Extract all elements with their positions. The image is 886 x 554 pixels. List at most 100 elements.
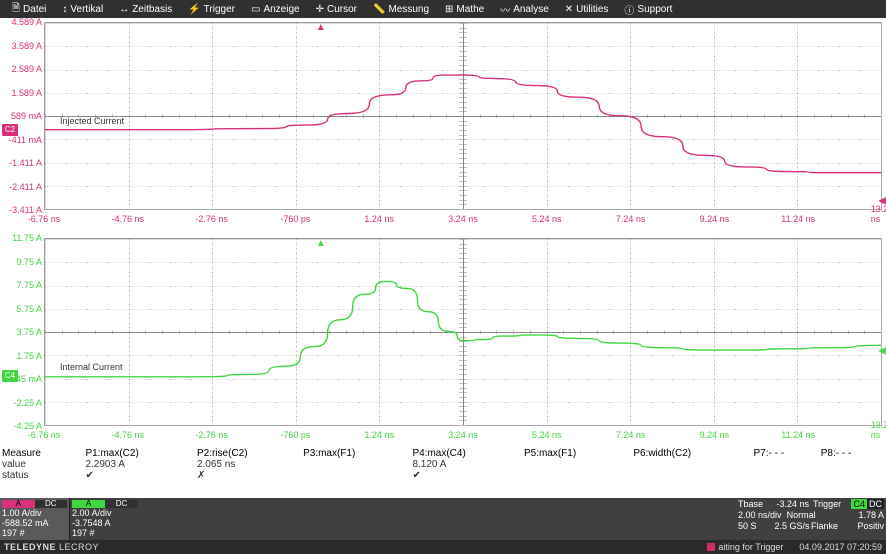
x-tick-label: 1.24 ns [364,214,394,224]
measure-col-header: P6:width(C2) [631,448,751,459]
measure-status: status [0,470,83,481]
brand-logo: TELEDYNE LECROY [4,542,99,552]
measure-table: MeasureP1:max(C2)P2:rise(C2)P3:max(F1)P4… [0,448,886,481]
menubar: 🗎Datei↕Vertikal↔Zeitbasis⚡Trigger▭Anzeig… [0,0,886,18]
channel-panel-c4[interactable]: A DC 2.00 A/div -3.7548 A 197 # [70,498,140,540]
trigger-channel-tab: C4DC [849,499,885,510]
measure-value [522,459,631,470]
x-tick-label: 11.24 ns [781,430,815,440]
x-tick-label: 9.24 ns [700,430,730,440]
menu-trigger[interactable]: ⚡Trigger [180,0,243,18]
menu-icon: ✕ [565,4,573,15]
menu-utilities[interactable]: ✕Utilities [557,0,617,18]
measure-value: 8.120 A [410,459,522,470]
y-tick-label: -2.25 A [2,398,42,408]
plot-internal-current: ▲◀11.75 A9.75 A7.75 A5.75 A3.75 A1.75 A-… [0,234,886,440]
measure-col-header: Measure [0,448,83,459]
menu-anzeige[interactable]: ▭Anzeige [243,0,308,18]
menu-vertikal[interactable]: ↕Vertikal [54,0,111,18]
plot-injected-current: ▲◀4.589 A3.589 A2.589 A1.589 A589 mA-411… [0,18,886,224]
channel-badge: C4 [2,370,18,382]
menu-icon: ↔ [119,4,129,15]
x-tick-label: 7.24 ns [616,214,646,224]
trace-line [45,23,881,209]
measure-status: ✔ [410,470,522,481]
y-tick-label: 3.589 A [2,41,42,51]
x-tick-label: 11.24 ns [781,214,815,224]
menu-icon: ▭ [251,4,260,15]
measure-col-header: P4:max(C4) [410,448,522,459]
brand-strong: TELEDYNE [4,542,56,552]
measure-value [631,459,751,470]
measure-col-header: P2:rise(C2) [195,448,301,459]
measure-value [752,459,819,470]
x-tick-label: 13.24 ns [871,420,886,440]
x-tick-label: -2.76 ns [195,430,228,440]
measure-status: ✔ [83,470,195,481]
tbase-label: Tbase [738,499,774,510]
menu-label: Analyse [513,4,549,15]
menu-label: Vertikal [70,4,103,15]
menu-zeitbasis[interactable]: ↔Zeitbasis [111,0,180,18]
measure-value: 2.2903 A [83,459,195,470]
x-tick-label: -6.76 ns [28,430,61,440]
channel-count: 197 # [72,529,138,539]
menu-icon: 📏 [373,4,385,15]
scope-area: ▲◀4.589 A3.589 A2.589 A1.589 A589 mA-411… [0,18,886,448]
x-tick-label: 5.24 ns [532,214,562,224]
y-tick-label: 589 mA [2,111,42,121]
menu-analyse[interactable]: 〰Analyse [492,0,557,18]
tbase-value: -3.24 ns [774,499,810,510]
y-tick-label: 4.589 A [2,17,42,27]
menu-label: Mathe [456,4,484,15]
trace-label: Injected Current [60,116,124,126]
measure-col-header: P8:- - - [819,448,886,459]
measure-value: 2.065 ns [195,459,301,470]
menu-label: Trigger [204,4,235,15]
menu-datei[interactable]: 🗎Datei [4,0,54,18]
y-tick-label: -1.411 A [2,158,42,168]
x-tick-label: -760 ps [280,214,310,224]
menu-icon: 〰 [500,2,510,17]
menu-label: Utilities [576,4,608,15]
measure-status: ✗ [195,470,301,481]
x-tick-label: -6.76 ns [28,214,61,224]
timebase-trigger-panel[interactable]: Tbase -3.24 ns Trigger C4DC 2.00 ns/div … [736,498,886,540]
measure-status [752,470,819,481]
trigger-marker-right: ◀ [878,346,886,357]
trigger-slope: Positiv [848,521,885,532]
x-tick-label: -4.76 ns [112,430,145,440]
x-tick-label: -2.76 ns [195,214,228,224]
y-tick-label: 11.75 A [2,233,42,243]
trigger-marker-top: ▲ [316,22,326,213]
x-tick-label: 3.24 ns [448,214,478,224]
menu-messung[interactable]: 📏Messung [365,0,437,18]
x-tick-label: -760 ps [280,430,310,440]
y-tick-label: 1.75 A [2,351,42,361]
menu-support[interactable]: ⓘSupport [616,0,680,18]
channel-count: 197 # [2,529,67,539]
tbase-rate: 2.5 GS/s [775,521,812,532]
brand-light: LECROY [59,542,99,552]
x-tick-label: 3.24 ns [448,430,478,440]
measure-value: value [0,459,83,470]
menu-mathe[interactable]: ⊞Mathe [437,0,492,18]
menu-cursor[interactable]: ✛Cursor [308,0,365,18]
measure-status [631,470,751,481]
y-tick-label: 5.75 A [2,304,42,314]
measure-col-header: P1:max(C2) [83,448,195,459]
menu-label: Support [637,4,672,15]
trace-label: Internal Current [60,362,123,372]
measure-status [301,470,410,481]
trigger-edge: Flanke [811,521,848,532]
x-tick-label: 13.24 ns [871,204,886,224]
x-tick-label: 5.24 ns [532,430,562,440]
measure-value [301,459,410,470]
tbase-scale: 2.00 ns/div [738,510,787,521]
menu-icon: 🗎 [12,1,20,18]
trigger-level: 1.78 A [835,510,884,521]
menu-icon: ✛ [316,4,324,15]
measure-value [819,459,886,470]
menu-label: Anzeige [263,4,299,15]
channel-panel-c2[interactable]: A DC 1.00 A/div -588.52 mA 197 # [0,498,70,540]
